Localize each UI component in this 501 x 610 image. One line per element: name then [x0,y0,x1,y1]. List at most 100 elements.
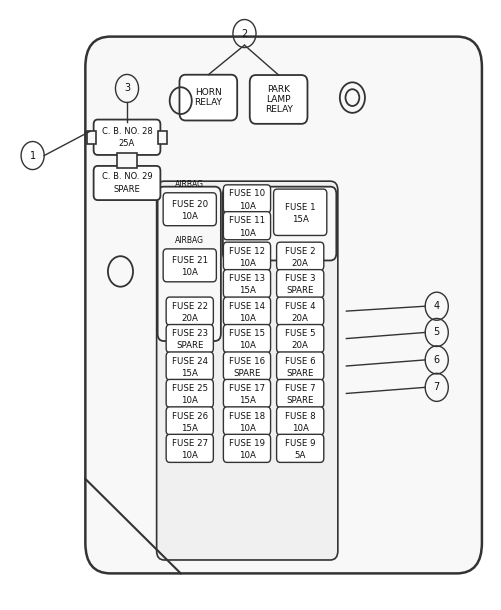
Text: SPARE: SPARE [176,342,203,350]
Text: FUSE 10: FUSE 10 [228,190,265,198]
Text: 1: 1 [30,151,36,160]
Text: FUSE 22: FUSE 22 [171,302,207,310]
Bar [87,131,95,144]
Text: FUSE 16: FUSE 16 [228,357,265,365]
FancyBboxPatch shape [166,434,213,462]
Text: FUSE 4: FUSE 4 [284,302,315,310]
Text: FUSE 19: FUSE 19 [228,439,265,448]
FancyBboxPatch shape [276,297,323,325]
FancyBboxPatch shape [276,434,323,462]
FancyBboxPatch shape [223,434,270,462]
Text: 6: 6 [433,355,439,365]
Text: C. B. NO. 29: C. B. NO. 29 [102,173,152,181]
FancyBboxPatch shape [276,242,323,270]
Text: FUSE 25: FUSE 25 [171,384,207,393]
Text: FUSE 13: FUSE 13 [228,274,265,283]
Text: 10A: 10A [238,314,255,323]
Text: FUSE 5: FUSE 5 [284,329,315,338]
Bar [158,131,167,144]
Text: FUSE 8: FUSE 8 [284,412,315,420]
FancyBboxPatch shape [223,212,270,240]
Text: 15A: 15A [181,424,198,432]
Text: FUSE 12: FUSE 12 [228,247,265,256]
Text: FUSE 1: FUSE 1 [284,203,315,212]
Text: 10A: 10A [238,424,255,432]
Text: FUSE 7: FUSE 7 [284,384,315,393]
Text: 10A: 10A [181,268,198,277]
Text: AIRBAG: AIRBAG [175,180,204,189]
Text: FUSE 20: FUSE 20 [171,200,207,209]
FancyBboxPatch shape [166,379,213,407]
FancyBboxPatch shape [163,193,216,226]
FancyBboxPatch shape [223,325,270,353]
FancyBboxPatch shape [166,352,213,380]
FancyBboxPatch shape [276,325,323,353]
Text: FUSE 6: FUSE 6 [284,357,315,365]
FancyBboxPatch shape [249,75,307,124]
FancyBboxPatch shape [166,407,213,435]
Text: FUSE 15: FUSE 15 [228,329,265,338]
FancyBboxPatch shape [166,297,213,325]
Text: C. B. NO. 28: C. B. NO. 28 [101,127,152,135]
FancyBboxPatch shape [276,407,323,435]
Text: 10A: 10A [181,451,198,460]
FancyBboxPatch shape [223,407,270,435]
FancyBboxPatch shape [223,379,270,407]
Text: 10A: 10A [181,396,198,405]
Text: 15A: 15A [181,369,198,378]
Text: 15A: 15A [238,287,255,295]
Bar [117,152,137,168]
Text: 20A: 20A [291,259,308,268]
Text: 10A: 10A [238,342,255,350]
Text: FUSE 21: FUSE 21 [171,256,207,265]
Text: 10A: 10A [181,212,198,221]
Text: SPARE: SPARE [233,369,260,378]
FancyBboxPatch shape [273,189,326,235]
Text: 10A: 10A [238,229,255,237]
Text: FUSE 27: FUSE 27 [171,439,207,448]
FancyBboxPatch shape [276,270,323,298]
FancyBboxPatch shape [276,352,323,380]
FancyBboxPatch shape [94,166,160,200]
Text: 10A: 10A [238,202,255,210]
FancyBboxPatch shape [157,187,220,341]
Text: 15A: 15A [238,396,255,405]
Text: FUSE 26: FUSE 26 [171,412,207,420]
Text: FUSE 2: FUSE 2 [284,247,315,256]
Text: 10A: 10A [238,259,255,268]
Text: 7: 7 [433,382,439,392]
Text: FUSE 18: FUSE 18 [228,412,265,420]
Text: 2: 2 [241,29,247,38]
FancyBboxPatch shape [222,187,336,260]
FancyBboxPatch shape [223,242,270,270]
FancyBboxPatch shape [156,181,337,560]
Text: FUSE 11: FUSE 11 [228,217,265,225]
Text: AIRBAG: AIRBAG [175,236,204,245]
FancyBboxPatch shape [166,325,213,353]
Text: 20A: 20A [181,314,198,323]
Text: 25A: 25A [119,139,135,148]
FancyBboxPatch shape [223,352,270,380]
Text: 10A: 10A [238,451,255,460]
FancyBboxPatch shape [163,249,216,282]
Text: 5: 5 [433,328,439,337]
Text: SPARE: SPARE [113,185,140,193]
FancyBboxPatch shape [85,37,481,573]
FancyBboxPatch shape [94,120,160,155]
Text: 20A: 20A [291,342,308,350]
Text: FUSE 23: FUSE 23 [171,329,207,338]
Text: SPARE: SPARE [286,287,313,295]
Text: SPARE: SPARE [286,369,313,378]
Text: FUSE 9: FUSE 9 [285,439,315,448]
Text: FUSE 17: FUSE 17 [228,384,265,393]
Text: FUSE 24: FUSE 24 [171,357,207,365]
Text: 4: 4 [433,301,439,311]
Text: HORN
RELAY: HORN RELAY [194,88,222,107]
Text: SPARE: SPARE [286,396,313,405]
Text: PARK
LAMP
RELAY: PARK LAMP RELAY [264,85,292,114]
FancyBboxPatch shape [223,297,270,325]
FancyBboxPatch shape [223,185,270,213]
Text: 3: 3 [124,84,130,93]
Text: 15A: 15A [291,215,308,224]
Text: FUSE 14: FUSE 14 [228,302,265,310]
